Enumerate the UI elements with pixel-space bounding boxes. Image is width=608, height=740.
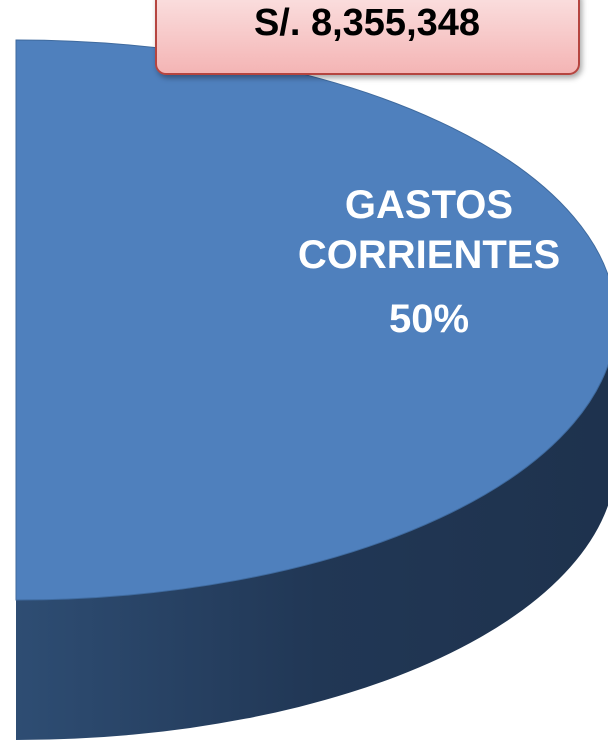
callout-text: S/. 8,355,348 [254, 2, 480, 44]
labels: GASTOS CORRIENTES 50% [298, 183, 560, 341]
slice-value-label: 50% [389, 297, 469, 341]
slice-label: GASTOS CORRIENTES [298, 183, 560, 277]
callout: S/. 8,355,348 [155, 0, 580, 75]
pie [15, 39, 608, 740]
callout-box [155, 0, 580, 75]
slice-side [16, 365, 608, 740]
